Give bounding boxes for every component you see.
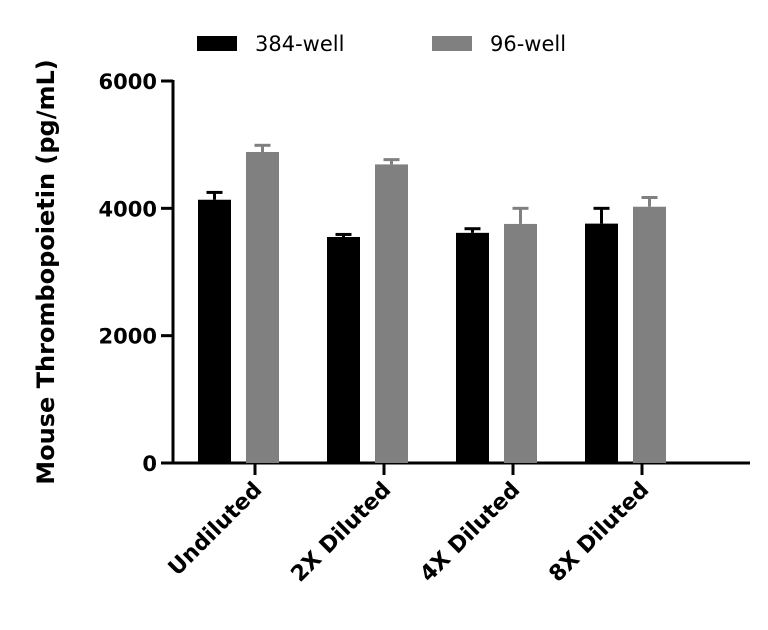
x-tick-label: 8X Diluted	[545, 478, 655, 588]
legend-label: 384-well	[255, 32, 344, 56]
bar-96-well	[504, 223, 537, 463]
legend-label: 96-well	[490, 32, 566, 56]
y-tick-label: 0	[142, 452, 157, 476]
y-axis-label: Mouse Thrombopoietin (pg/mL)	[32, 59, 60, 485]
y-tick-label: 4000	[99, 197, 157, 221]
bar-96-well	[246, 151, 279, 463]
y-tick-label: 2000	[99, 325, 157, 349]
bar-384-well	[456, 232, 489, 463]
x-tick-label: 4X Diluted	[416, 478, 526, 588]
legend-swatch	[197, 36, 237, 51]
x-tick-label: Undiluted	[164, 478, 267, 581]
bar-384-well	[327, 236, 360, 463]
bar-96-well	[633, 206, 666, 463]
bar-384-well	[585, 223, 618, 463]
x-tick-label: 2X Diluted	[287, 478, 397, 588]
y-tick-label: 6000	[99, 70, 157, 94]
bar-96-well	[375, 164, 408, 464]
bar-384-well	[198, 199, 231, 463]
legend: 384-well 96-well	[197, 32, 566, 56]
legend-swatch	[432, 36, 472, 51]
